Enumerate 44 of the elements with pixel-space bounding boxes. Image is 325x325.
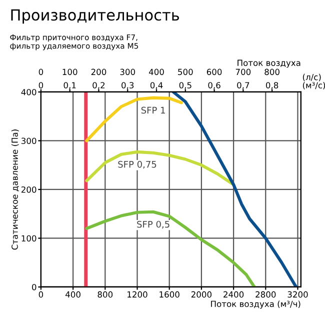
text: 0,6 [208, 82, 220, 90]
text: 0 [38, 82, 44, 88]
chart-title: Производительность [11, 9, 179, 24]
text: 0,5 [179, 82, 192, 90]
text: 0,8 [266, 82, 278, 90]
line-series [85, 210, 256, 287]
text: (м³/с) [302, 82, 325, 90]
text: 0,1 [64, 82, 76, 90]
series-label: SFP 0,5 [137, 220, 170, 229]
line-series [172, 92, 298, 287]
x2-tick-label: 200 [91, 68, 106, 76]
x-tick-label: 0 [38, 291, 44, 298]
x2-tick-label: 0 [38, 68, 44, 76]
text: 0,3 [122, 82, 134, 90]
text: 0,7 [237, 82, 250, 90]
y-tick-label: 0 [32, 284, 36, 290]
x2-tick-label: 600 [206, 68, 222, 76]
x2-tick-label: 400 [148, 68, 164, 76]
x-tick-label: 2400 [224, 291, 244, 298]
x-axis-title: Поток воздуха (м³/ч) [211, 300, 300, 309]
y-tick-label: 200 [21, 186, 36, 193]
y-tick-label: 300 [22, 138, 36, 144]
x2-tick-label: 700 [236, 68, 251, 76]
y-axis-title: Статическое давление (Па) [11, 130, 19, 250]
y-tick-label: 400 [21, 88, 36, 96]
series-label: SFP 0,75 [118, 160, 156, 169]
x2-tick-label: 500 [178, 68, 193, 76]
x2-tick-label: 100 [62, 68, 78, 76]
x-tick-label: 800 [98, 291, 113, 298]
x-tick-label: 2800 [256, 291, 276, 298]
x-tick-label: 3200 [288, 291, 308, 298]
series-label: SFP 1 [141, 106, 165, 114]
x2-axis-title: Поток воздуха [238, 60, 300, 68]
x-tick-label: 2000 [191, 291, 212, 298]
text: (л/с) [302, 74, 321, 82]
x-tick-label: 400 [66, 291, 80, 298]
x-tick-label: 1600 [160, 291, 180, 298]
text: 0,4 [150, 82, 163, 90]
x2-tick-label: 800 [264, 68, 280, 76]
text: 0,2 [92, 82, 105, 90]
line-series [85, 96, 183, 142]
x-tick-label: 1200 [128, 291, 148, 298]
x2-tick-label: 300 [120, 68, 136, 76]
y-tick-label: 100 [22, 235, 36, 242]
